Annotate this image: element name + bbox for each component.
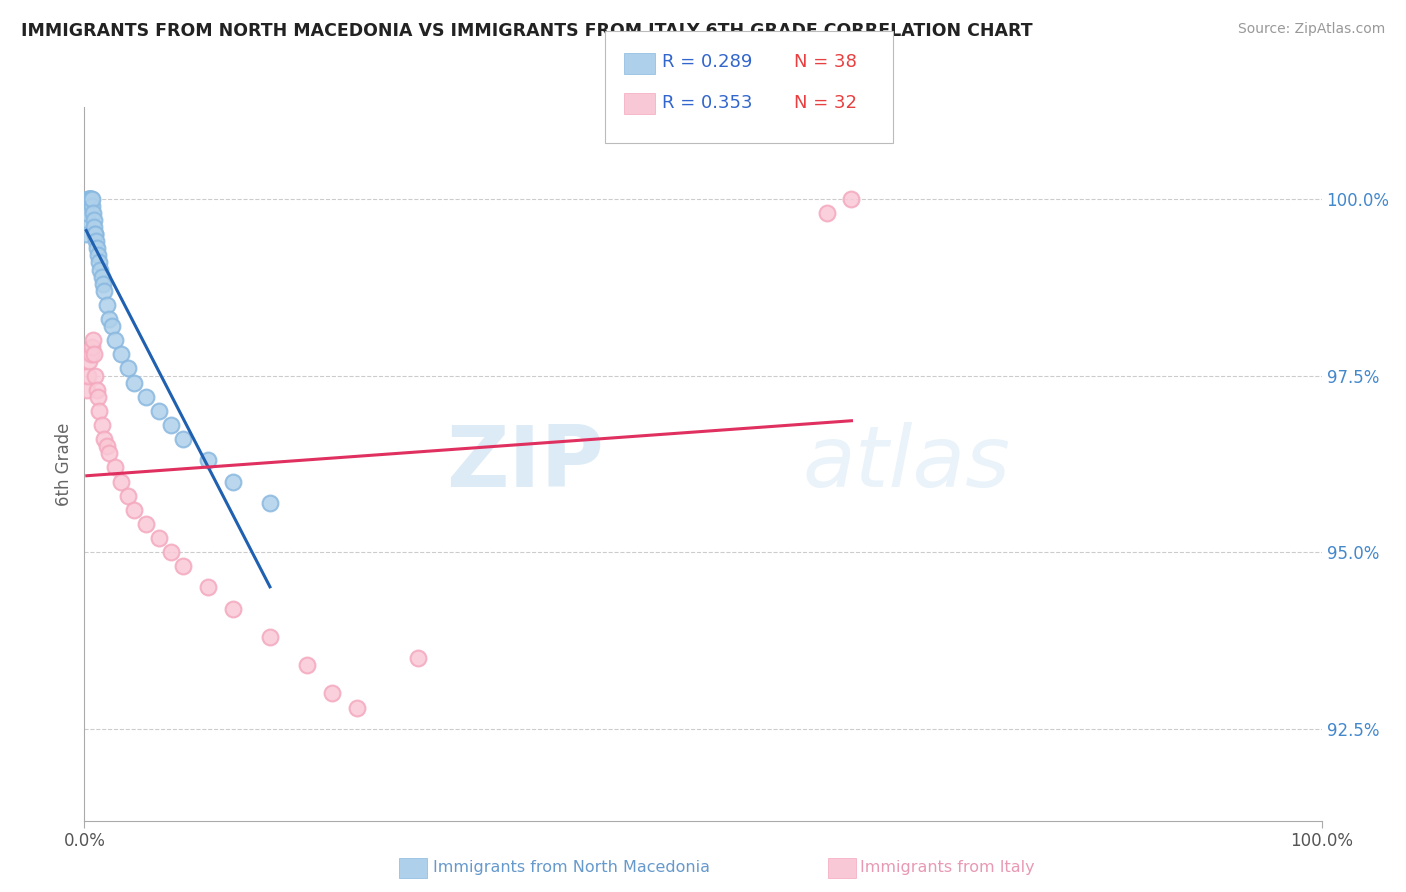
Point: [160, 417, 183, 432]
Point: [89, 404, 111, 418]
Point: [84, 227, 107, 242]
Point: [77, 368, 100, 383]
Point: [148, 531, 170, 545]
Point: [80, 199, 103, 213]
Point: [84, 368, 107, 383]
Point: [321, 686, 343, 700]
Point: [222, 601, 245, 615]
Point: [79, 347, 101, 361]
Point: [79, 192, 101, 206]
Point: [86, 241, 108, 255]
Point: [93, 284, 115, 298]
Text: atlas: atlas: [801, 422, 1010, 506]
Point: [90, 417, 112, 432]
Point: [259, 630, 281, 644]
Point: [89, 262, 111, 277]
Point: [110, 475, 132, 489]
Point: [79, 354, 101, 368]
Point: [346, 700, 368, 714]
Point: [83, 220, 105, 235]
Point: [89, 255, 111, 269]
Point: [82, 206, 104, 220]
Y-axis label: 6th Grade: 6th Grade: [55, 422, 73, 506]
Point: [82, 192, 104, 206]
Point: [84, 234, 107, 248]
Point: [117, 489, 139, 503]
Point: [79, 192, 101, 206]
Point: [100, 319, 122, 334]
Point: [104, 333, 127, 347]
Point: [80, 192, 103, 206]
Point: [91, 277, 114, 291]
Point: [87, 248, 110, 262]
Text: ZIP: ZIP: [446, 422, 605, 506]
Point: [408, 651, 430, 665]
Point: [76, 213, 98, 227]
Point: [222, 475, 245, 489]
Point: [172, 432, 194, 446]
Point: [83, 213, 105, 227]
Point: [75, 227, 97, 242]
Point: [98, 446, 121, 460]
Point: [80, 340, 103, 354]
Point: [110, 347, 132, 361]
Text: IMMIGRANTS FROM NORTH MACEDONIA VS IMMIGRANTS FROM ITALY 6TH GRADE CORRELATION C: IMMIGRANTS FROM NORTH MACEDONIA VS IMMIG…: [21, 22, 1033, 40]
Point: [93, 432, 115, 446]
Point: [104, 460, 127, 475]
Point: [96, 298, 118, 312]
Point: [86, 383, 108, 397]
Point: [135, 390, 157, 404]
Text: N = 32: N = 32: [794, 94, 858, 112]
Text: R = 0.289: R = 0.289: [662, 54, 752, 71]
Point: [841, 192, 863, 206]
Text: N = 38: N = 38: [794, 54, 858, 71]
Point: [96, 439, 118, 453]
Point: [82, 333, 104, 347]
Point: [98, 312, 121, 326]
Point: [79, 192, 101, 206]
Point: [815, 206, 838, 220]
Point: [77, 192, 100, 206]
Point: [160, 545, 183, 559]
Point: [122, 502, 145, 516]
Text: Immigrants from North Macedonia: Immigrants from North Macedonia: [433, 861, 710, 875]
Point: [117, 361, 139, 376]
Text: R = 0.353: R = 0.353: [662, 94, 752, 112]
Point: [197, 453, 219, 467]
Point: [295, 658, 318, 673]
Point: [122, 376, 145, 390]
Point: [259, 496, 281, 510]
Point: [76, 383, 98, 397]
Point: [83, 227, 105, 242]
Point: [83, 347, 105, 361]
Point: [76, 206, 98, 220]
Point: [77, 192, 100, 206]
Point: [90, 269, 112, 284]
Text: Source: ZipAtlas.com: Source: ZipAtlas.com: [1237, 22, 1385, 37]
Point: [135, 516, 157, 531]
Text: Immigrants from Italy: Immigrants from Italy: [860, 861, 1035, 875]
Point: [197, 581, 219, 595]
Point: [148, 404, 170, 418]
Point: [87, 390, 110, 404]
Point: [172, 559, 194, 574]
